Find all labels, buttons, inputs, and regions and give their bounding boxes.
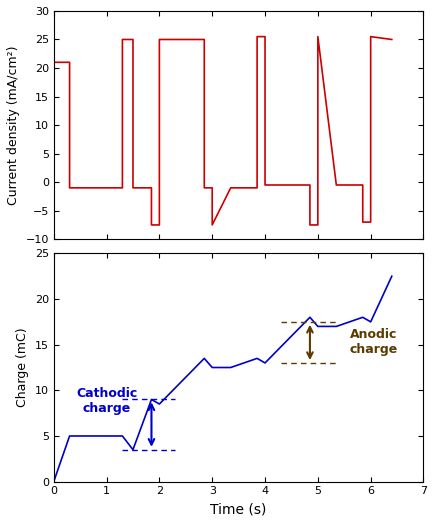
X-axis label: Time (s): Time (s) xyxy=(210,502,267,516)
Text: Cathodic
charge: Cathodic charge xyxy=(76,388,137,415)
Y-axis label: Charge (mC): Charge (mC) xyxy=(16,328,29,407)
Text: Anodic
charge: Anodic charge xyxy=(349,328,398,356)
Y-axis label: Current density (mA/cm²): Current density (mA/cm²) xyxy=(7,46,20,205)
